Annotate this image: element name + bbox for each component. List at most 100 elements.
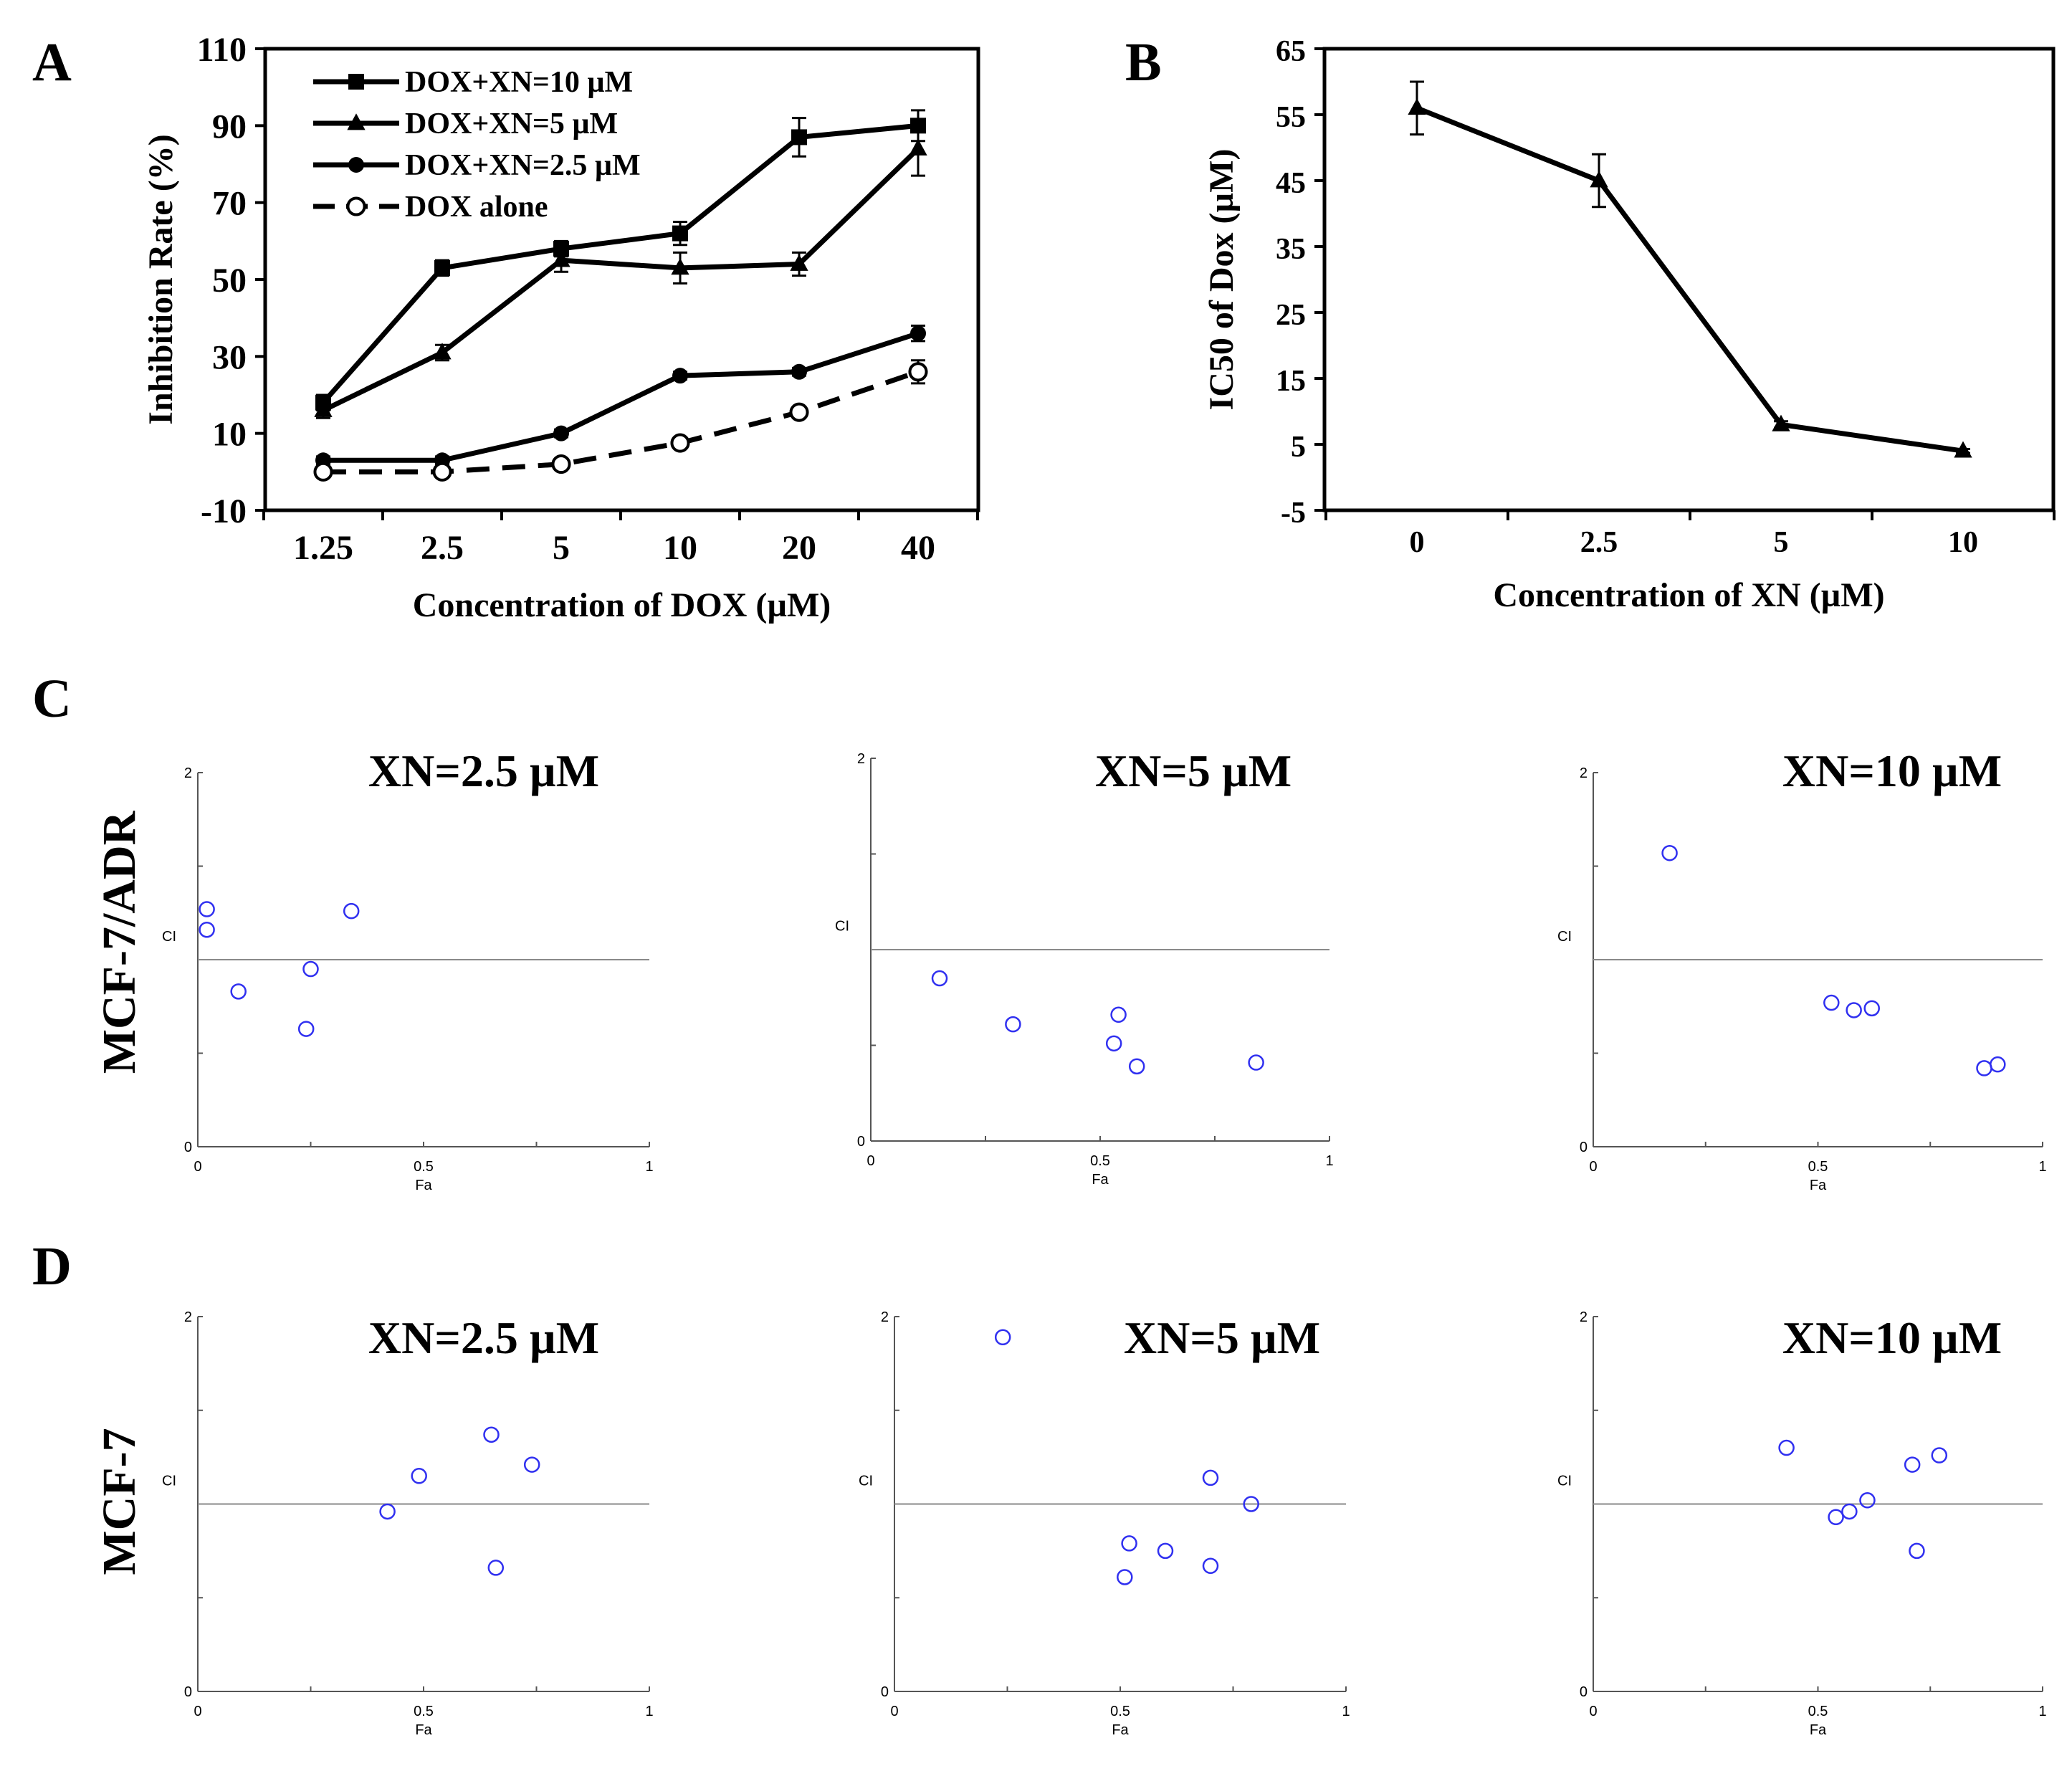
chart-d1-ci-plot: 0 2 0 0.5 1 Fa CI XN=2.5 µM [162, 1309, 654, 1738]
x-tick-label: 1 [1325, 1153, 1333, 1169]
x-tick-label: 5 [1774, 526, 1789, 559]
data-point [1976, 1060, 1992, 1077]
panel-letter-b: B [1125, 32, 1162, 92]
data-point [910, 325, 926, 342]
y-tick-label: 35 [1276, 233, 1306, 266]
data-point [1990, 1056, 2006, 1073]
y-axis-label: CI [835, 918, 849, 934]
data-point [553, 425, 569, 441]
legend-label: DOX+XN=10 µM [405, 66, 633, 99]
y-axis-label: IC50 of Dox (µM) [1203, 149, 1241, 411]
plot-frame [263, 47, 980, 512]
data-point [1846, 1002, 1862, 1018]
data-point [790, 254, 808, 271]
chart-d3-ci-plot: 0 2 0 0.5 1 Fa CI XN=10 µM [1557, 1309, 2047, 1738]
panel-letter-d: D [32, 1236, 72, 1297]
y-tick-label: 25 [1276, 299, 1306, 332]
y-tick-label: 10 [212, 416, 247, 454]
x-tick-label: 1 [1342, 1704, 1350, 1719]
data-point [670, 433, 690, 453]
x-tick-label: 2.5 [1580, 526, 1618, 559]
data-point [1828, 1509, 1844, 1526]
y-tick-label: 2 [881, 1309, 889, 1325]
x-tick-label: 1.25 [293, 529, 353, 567]
x-tick-label: 0.5 [1808, 1159, 1828, 1175]
data-point [1202, 1469, 1219, 1486]
x-tick-label: 0.5 [1110, 1704, 1130, 1719]
data-point [1248, 1054, 1264, 1071]
data-point [1661, 844, 1678, 861]
x-axis-label: Fa [1112, 1722, 1129, 1738]
data-point [1823, 994, 1840, 1011]
chart-b-ic50: 65 55 45 35 25 15 5 -5 0 2.5 5 10 Concentration of X… [1203, 35, 2056, 614]
data-point [1408, 98, 1426, 115]
chart-title: XN=5 µM [1124, 1312, 1320, 1363]
chart-title: XN=2.5 µM [368, 745, 599, 796]
plot-frame [1322, 47, 2056, 512]
y-tick-label: -10 [201, 492, 247, 530]
data-point [791, 129, 807, 145]
x-tick-label: 0.5 [1808, 1704, 1828, 1719]
x-axis-label: Concentration of DOX (µM) [413, 586, 831, 624]
x-tick-label: 0 [194, 1159, 201, 1175]
y-tick-label: 5 [1291, 431, 1306, 464]
data-point [297, 1021, 315, 1037]
data-point [433, 343, 452, 360]
x-tick-label: 1 [645, 1159, 653, 1175]
series-line [321, 123, 919, 405]
data-point [432, 462, 452, 482]
data-point [1117, 1569, 1133, 1585]
data-point [379, 1503, 396, 1520]
x-tick-label: 0 [890, 1704, 898, 1719]
y-tick-label: 70 [212, 185, 247, 223]
x-tick-label: 0 [194, 1704, 201, 1719]
x-tick-label: 0 [1589, 1704, 1597, 1719]
x-axis-label: Fa [415, 1178, 432, 1193]
data-point [302, 960, 319, 978]
x-tick-label: 10 [1948, 526, 1978, 559]
panel-letter-a: A [32, 32, 72, 92]
y-tick-label: 2 [1580, 1309, 1588, 1325]
data-point [672, 368, 688, 384]
data-point [672, 225, 688, 242]
data-point [483, 1426, 500, 1443]
legend-label: DOX+XN=5 µM [405, 108, 618, 140]
data-point [1005, 1016, 1021, 1033]
data-point [931, 970, 948, 987]
x-tick-label: 0.5 [414, 1704, 434, 1719]
data-point [314, 400, 333, 417]
data-point [908, 362, 928, 382]
y-tick-label: 15 [1276, 365, 1306, 398]
legend-marker [348, 74, 364, 90]
y-tick-label: 0 [1580, 1140, 1588, 1155]
x-tick-label: 1 [645, 1704, 653, 1719]
y-tick-label: 0 [857, 1134, 865, 1150]
legend: DOX+XN=10 µM DOX+XN=5 µM DOX+XN=2.5 µM DOX … [313, 66, 641, 224]
y-axis-label: CI [1557, 929, 1572, 945]
data-point [1772, 414, 1790, 431]
y-tick-label: 30 [212, 338, 247, 376]
row-label-mcf7-adr: MCF-7/ADR [93, 810, 145, 1074]
y-tick-label: 2 [1580, 765, 1588, 781]
data-point [199, 901, 215, 917]
chart-a-inhibition-rate: 110 90 70 50 30 10 -10 1.25 2.5 5 10 20 40 Concentrat… [142, 31, 980, 624]
x-tick-label: 20 [782, 529, 816, 567]
x-tick-label: 1 [2038, 1159, 2046, 1175]
legend-label: DOX alone [405, 191, 548, 224]
chart-title: XN=2.5 µM [368, 1312, 599, 1363]
data-point [1157, 1542, 1174, 1560]
y-tick-label: 2 [184, 1309, 192, 1325]
chart-title: XN=10 µM [1782, 745, 2002, 796]
y-axis-label: CI [1557, 1473, 1572, 1489]
data-point [789, 402, 809, 422]
series-line [323, 330, 920, 463]
chart-title: XN=5 µM [1095, 745, 1292, 796]
y-tick-label: 110 [197, 31, 247, 69]
y-tick-label: 2 [857, 751, 865, 767]
x-axis-label: Fa [1092, 1172, 1109, 1188]
data-point [909, 138, 927, 156]
data-point [487, 1560, 505, 1576]
series-line [323, 369, 920, 474]
data-point [1841, 1503, 1858, 1520]
